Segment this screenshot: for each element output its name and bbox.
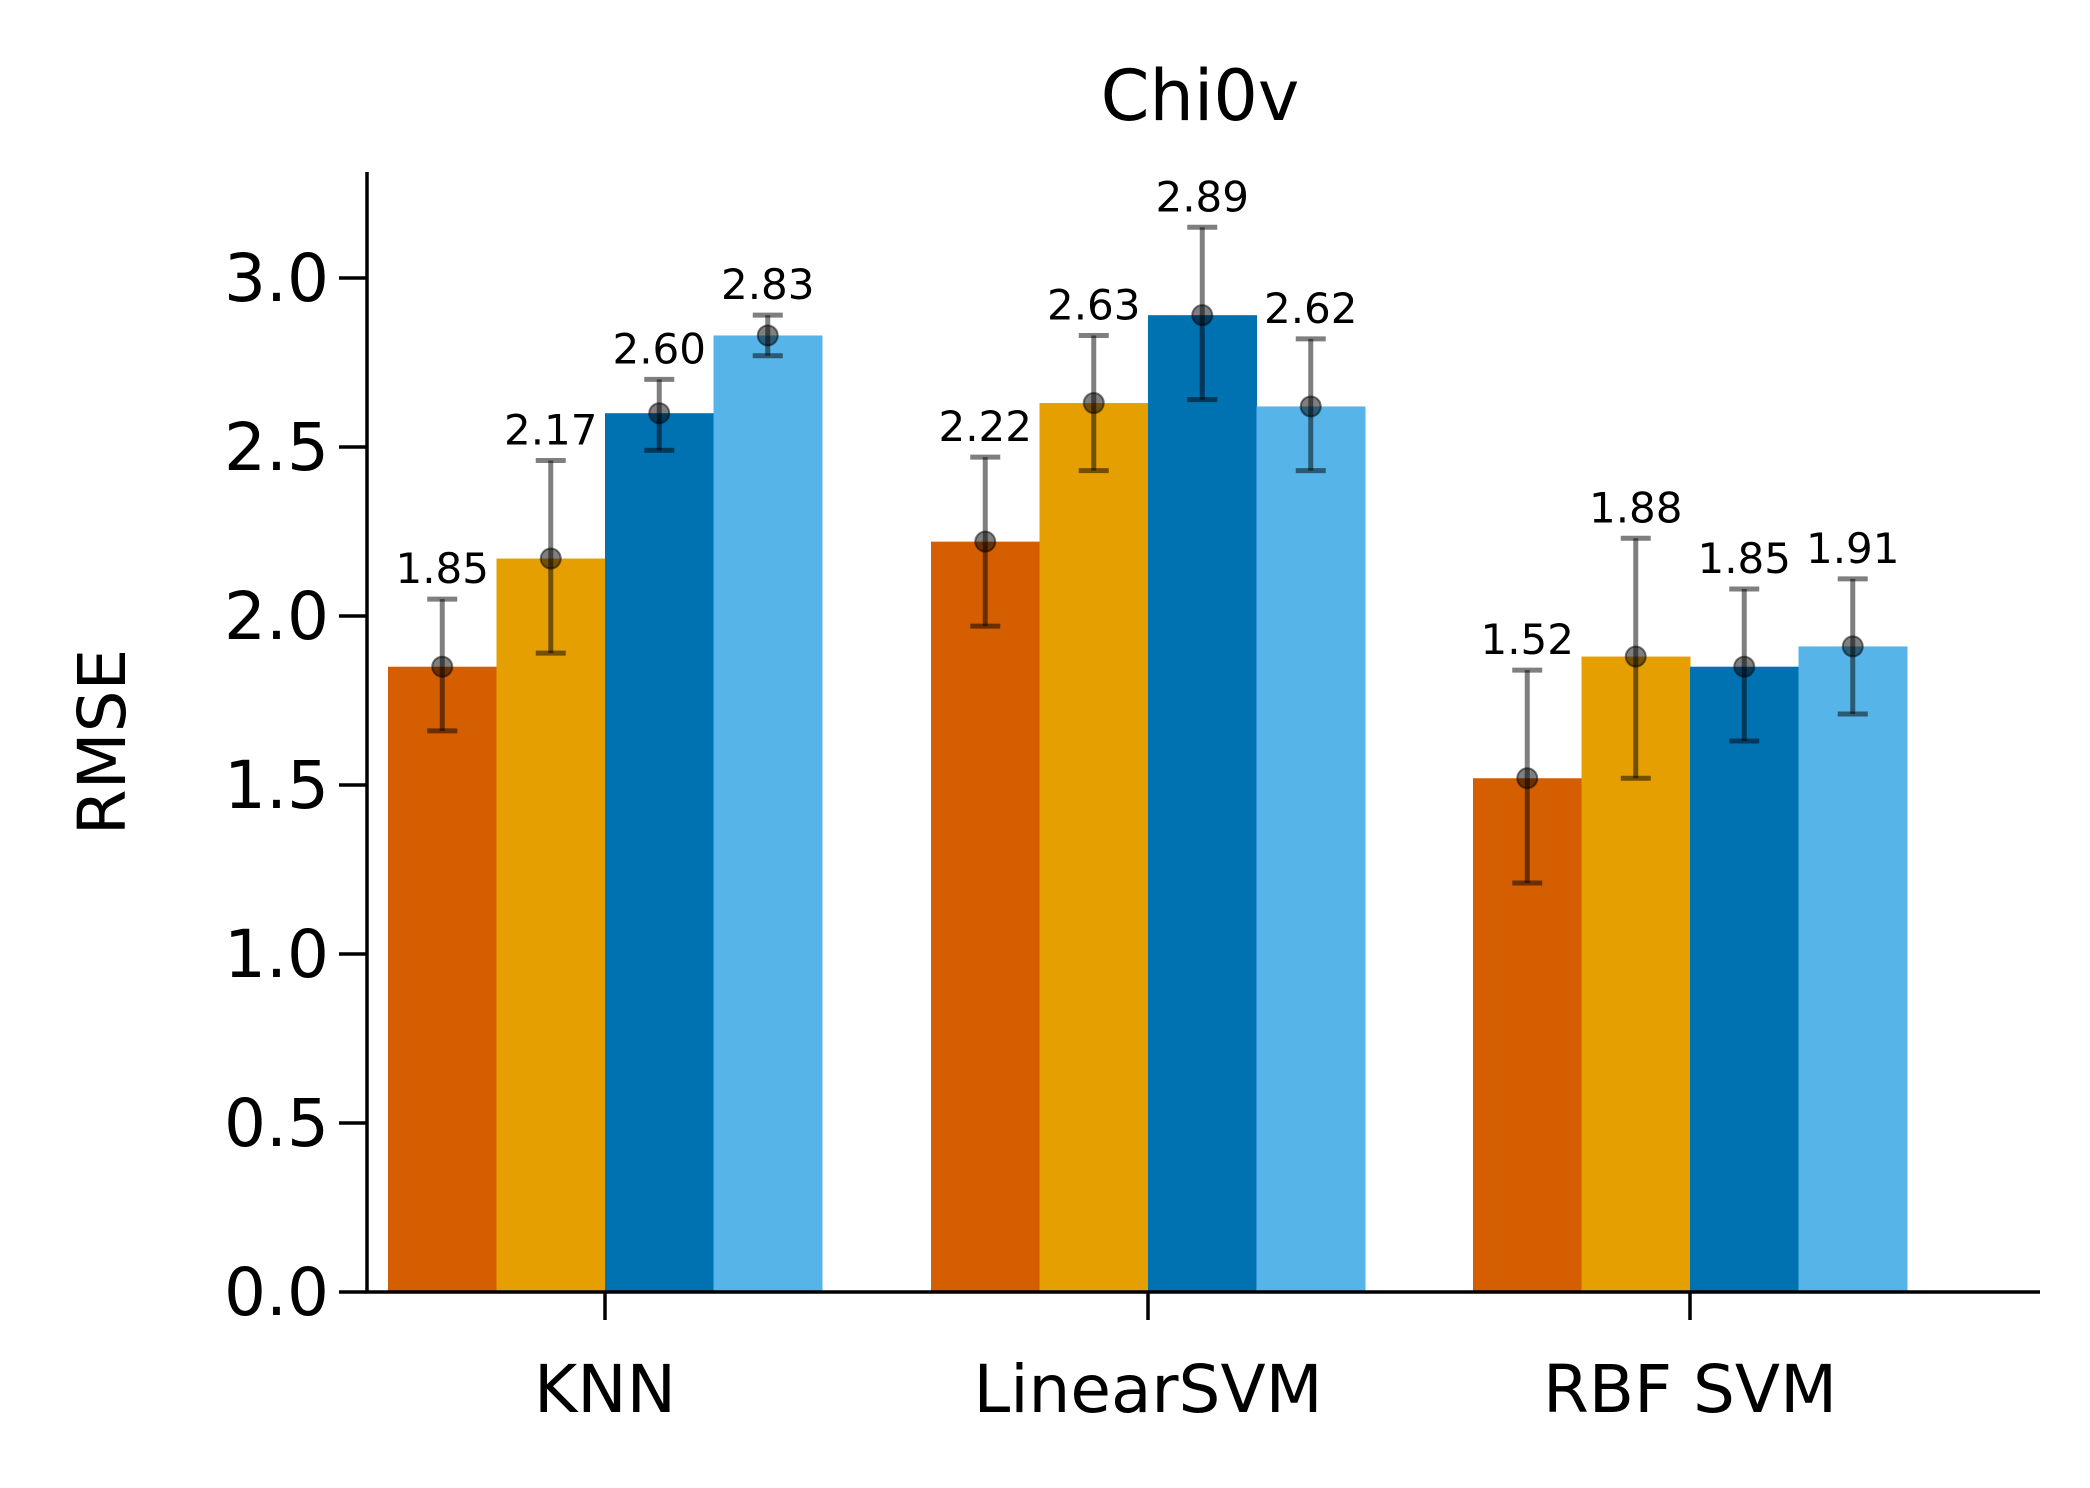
y-tick-label: 0.5 [224, 1085, 329, 1162]
data-label: 2.63 [1047, 280, 1141, 329]
y-tick-label: 3.0 [224, 240, 329, 317]
y-axis-title: RMSE [64, 649, 141, 835]
bar [1039, 403, 1149, 1292]
data-label: 1.91 [1806, 524, 1900, 573]
bar [1690, 666, 1799, 1292]
mean-marker [974, 530, 997, 553]
bar [1256, 406, 1366, 1292]
mean-marker [539, 547, 562, 570]
data-label: 1.52 [1480, 615, 1574, 664]
bar [1798, 646, 1908, 1292]
y-tick-label: 0.0 [224, 1254, 329, 1331]
data-label: 1.88 [1589, 483, 1683, 532]
y-tick-label: 1.0 [224, 916, 329, 993]
chart-title: Chi0v [1101, 55, 1300, 137]
x-tick-label: LinearSVM [973, 1351, 1322, 1428]
bar [496, 558, 606, 1292]
y-tick-label: 2.0 [224, 578, 329, 655]
x-tick-label: RBF SVM [1543, 1351, 1837, 1428]
mean-marker [431, 655, 454, 678]
mean-marker [756, 324, 779, 347]
mean-marker [1299, 395, 1322, 418]
y-tick-label: 1.5 [224, 747, 329, 824]
mean-marker [1624, 645, 1647, 668]
data-label: 2.22 [938, 402, 1032, 451]
bar [931, 541, 1040, 1292]
bar [713, 335, 823, 1293]
data-label: 2.62 [1264, 284, 1358, 333]
bar [605, 413, 714, 1292]
mean-marker [1733, 655, 1756, 678]
data-label: 2.17 [504, 406, 598, 455]
data-label: 1.85 [395, 544, 489, 593]
x-tick-label: KNN [534, 1351, 676, 1428]
data-label: 2.89 [1155, 172, 1249, 221]
mean-marker [1191, 304, 1214, 327]
mean-marker [648, 402, 671, 425]
mean-marker [1841, 635, 1864, 658]
data-label: 2.83 [721, 260, 815, 309]
plot-area: 1.85 2.22 1.52 2.17 2.63 1.88 2.60 2.89 1.85 2.83… [224, 172, 2040, 1428]
data-label: 2.60 [612, 324, 706, 373]
mean-marker [1516, 767, 1539, 790]
y-tick-label: 2.5 [224, 409, 329, 486]
data-label: 1.85 [1697, 534, 1791, 583]
mean-marker [1082, 392, 1105, 415]
bar [388, 666, 497, 1292]
bar [1148, 315, 1257, 1292]
